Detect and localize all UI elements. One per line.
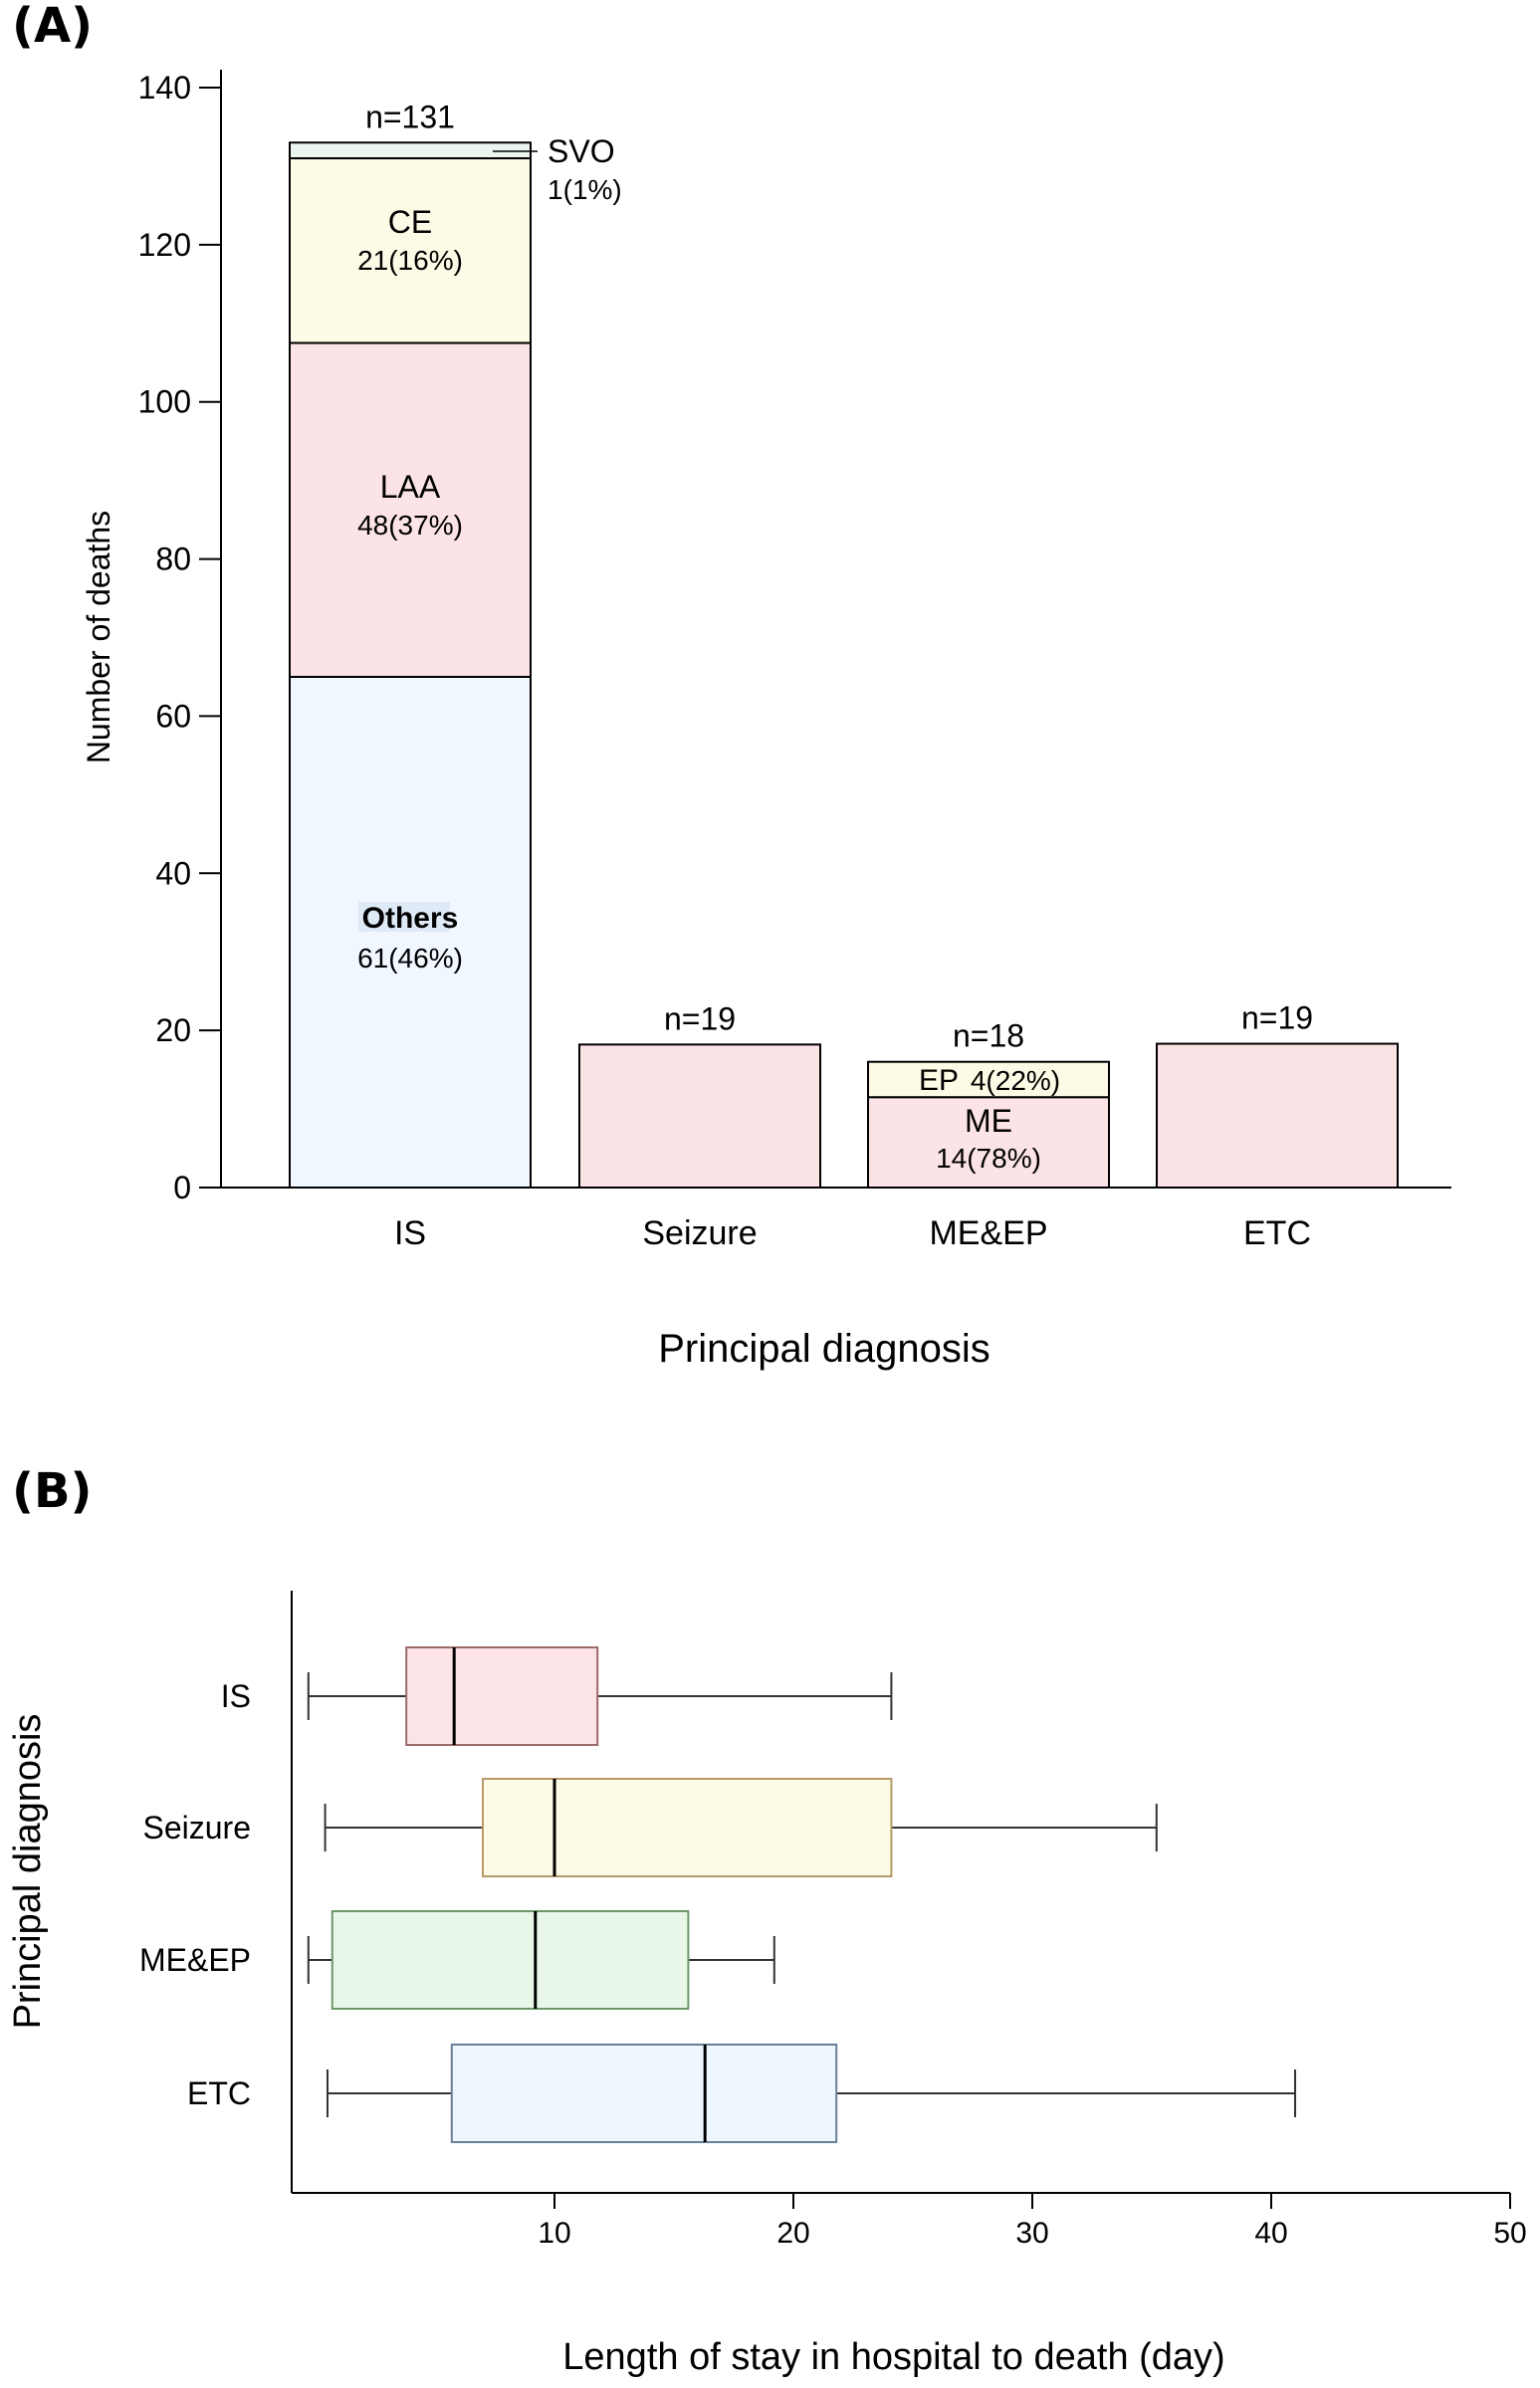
y-tick-label: 140 bbox=[138, 70, 191, 106]
box-is bbox=[405, 1646, 599, 1746]
category-label-me-ep: ME&EP bbox=[139, 1942, 251, 1978]
bar-segment-me-ep-ep bbox=[867, 1060, 1110, 1099]
segment-name-others: Others bbox=[362, 902, 459, 935]
bar-total-label: n=19 bbox=[1241, 1000, 1313, 1036]
x-tick-label: 20 bbox=[776, 2217, 809, 2250]
segment-value-others: 61(46%) bbox=[357, 943, 463, 974]
segment-value-svo: 1(1%) bbox=[548, 174, 622, 205]
bar-total-label: n=18 bbox=[953, 1018, 1024, 1054]
bar-segment-is-svo bbox=[289, 141, 532, 160]
panel-b-label: (B) bbox=[12, 1463, 93, 1519]
bar-chart-a: 0 20 40 60 80 100 120 140 Number of deaths Princi… bbox=[81, 70, 1451, 1371]
category-label-etc: ETC bbox=[187, 2075, 251, 2111]
bar-segment-is-ce bbox=[289, 157, 532, 344]
y-tick-label: 120 bbox=[138, 227, 191, 263]
box-seizure bbox=[482, 1778, 893, 1877]
y-tick-label: 80 bbox=[155, 542, 191, 577]
segment-name-me: ME bbox=[965, 1103, 1012, 1139]
y-axis-title: Number of deaths bbox=[81, 511, 116, 763]
others-label-highlight bbox=[358, 902, 450, 932]
bar-segment-is-laa bbox=[289, 341, 532, 678]
x-tick-label: 50 bbox=[1493, 2217, 1526, 2250]
segment-name-laa: LAA bbox=[380, 469, 441, 505]
segment-name-svo: SVO bbox=[548, 133, 615, 169]
bar-total-label: n=19 bbox=[664, 1000, 736, 1036]
y-tick-label: 0 bbox=[173, 1170, 191, 1205]
bar-segment-me-ep-me bbox=[867, 1096, 1110, 1190]
box-me-ep bbox=[330, 1910, 690, 2010]
category-label-is: IS bbox=[221, 1678, 251, 1714]
x-tick-label: 30 bbox=[1015, 2217, 1048, 2250]
segment-value-laa: 48(37%) bbox=[357, 510, 463, 541]
bar-segment-seizure bbox=[578, 1043, 821, 1189]
segment-value-me: 14(78%) bbox=[936, 1143, 1041, 1174]
x-tick-label: 10 bbox=[538, 2217, 570, 2250]
y-tick-label: 100 bbox=[138, 384, 191, 420]
boxplot-b: 10 20 30 40 50 Principal diagnosis Length of s… bbox=[7, 1591, 1527, 2378]
bar-segment-etc bbox=[1156, 1042, 1399, 1189]
panel-a-label: (A) bbox=[12, 0, 94, 54]
segment-value-ep: 4(22%) bbox=[971, 1065, 1060, 1096]
box-etc bbox=[450, 2044, 838, 2143]
x-tick-label: IS bbox=[394, 1214, 426, 1252]
y-tick-label: 20 bbox=[155, 1012, 191, 1048]
segment-name-ce: CE bbox=[388, 204, 432, 240]
x-axis-title: Principal diagnosis bbox=[658, 1327, 990, 1371]
x-axis-title: Length of stay in hospital to death (day… bbox=[562, 2336, 1224, 2378]
y-axis-title: Principal diagnosis bbox=[7, 1714, 49, 2030]
y-tick-label: 60 bbox=[155, 698, 191, 734]
x-tick-label: ME&EP bbox=[929, 1214, 1047, 1252]
x-tick-label: Seizure bbox=[642, 1214, 757, 1252]
y-tick-label: 40 bbox=[155, 855, 191, 891]
category-label-seizure: Seizure bbox=[143, 1810, 252, 1845]
x-tick-label: ETC bbox=[1243, 1214, 1311, 1252]
bar-total-label: n=131 bbox=[365, 99, 455, 134]
segment-value-ce: 21(16%) bbox=[357, 245, 463, 276]
x-tick-label: 40 bbox=[1254, 2217, 1287, 2250]
segment-name-ep: EP bbox=[919, 1064, 959, 1097]
bar-segment-is-others bbox=[289, 675, 532, 1189]
